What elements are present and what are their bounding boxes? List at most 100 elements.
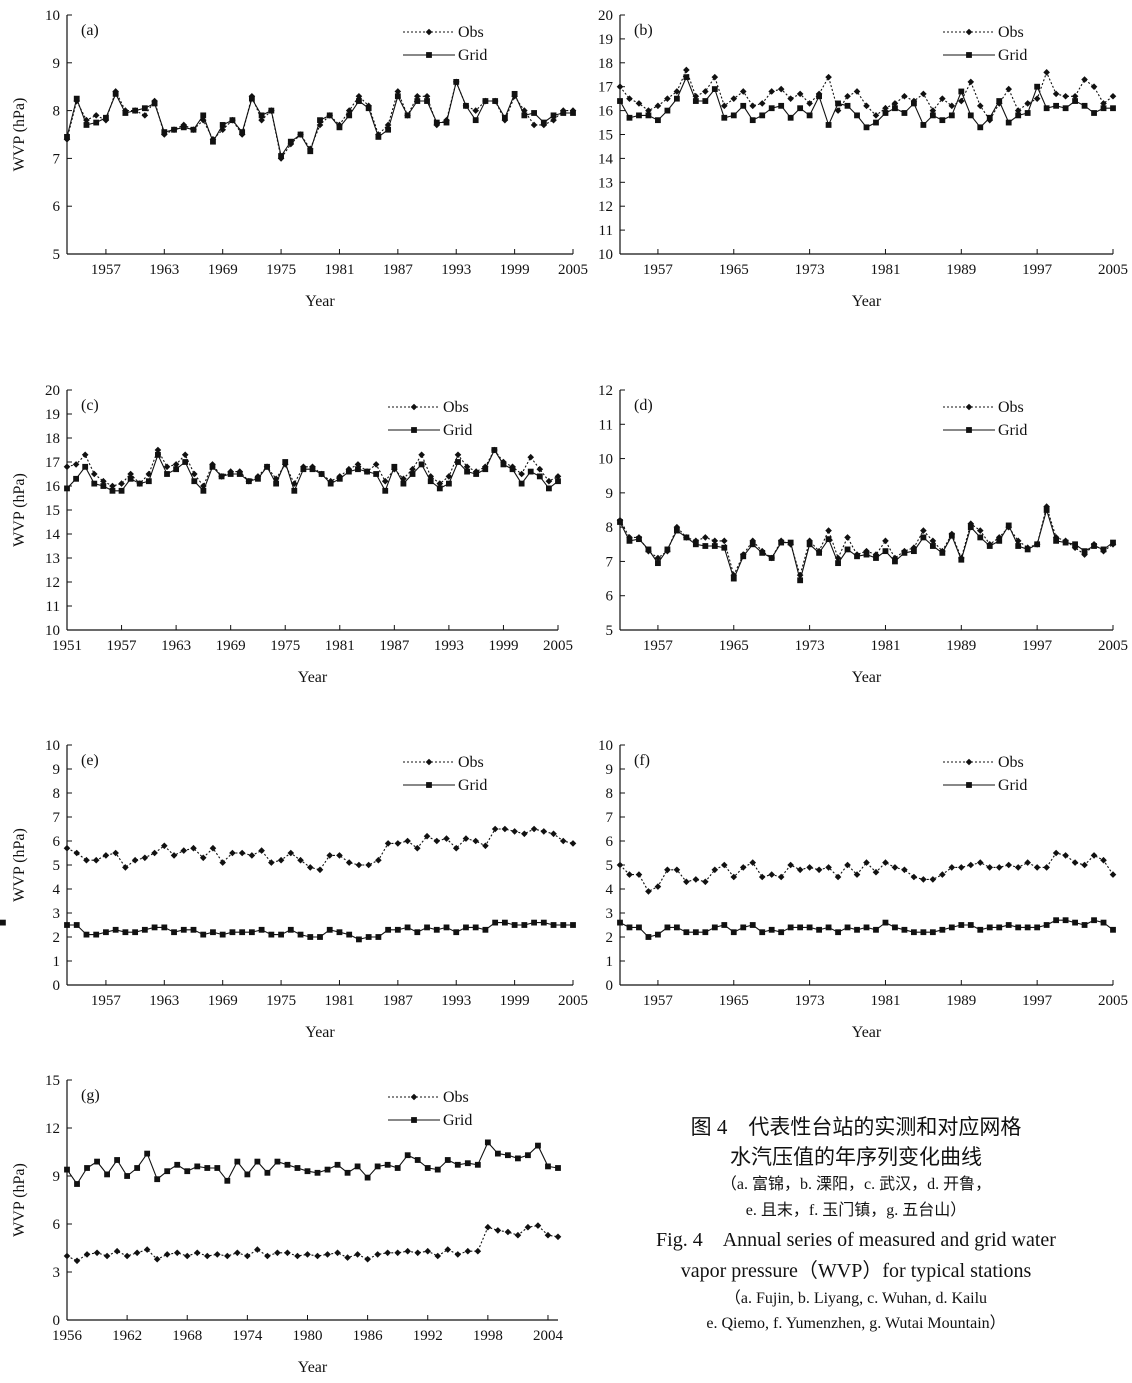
grid-point [73,475,79,482]
obs-point [272,475,280,483]
grid-point [472,924,479,931]
grid-point [816,93,822,100]
y-axis-title: WVP (hPa) [11,828,28,902]
grid-point [626,537,633,544]
grid-point [374,1163,381,1170]
grid-point [83,931,90,938]
obs-point [920,90,927,98]
obs-point [514,1231,522,1239]
grid-point [778,929,785,936]
grid-point [144,1150,151,1157]
grid-point [920,122,927,128]
legend-entry-obs: Obs [388,1089,469,1106]
grid-point [806,541,813,548]
x-axis-title: Year [852,1024,882,1041]
grid-point [151,100,158,107]
grid-point [882,548,889,555]
y-tick-label: 8 [606,520,614,536]
obs-point [381,477,389,485]
y-tick-label: 10 [45,738,60,754]
legend-entry-obs: Obs [943,24,1024,41]
y-tick-label: 10 [598,452,613,468]
grid-point [911,100,917,107]
grid-point [274,1158,281,1165]
y-tick-label: 8 [53,786,61,802]
obs-point [787,95,794,102]
y-tick-label: 6 [53,834,61,850]
grid-point [555,478,561,485]
obs-point [122,864,129,871]
y-tick-label: 6 [606,589,614,605]
obs-point [787,861,794,869]
grid-point [920,929,927,936]
series-obs [616,849,1117,895]
grid-point [873,555,879,561]
grid-point [494,1150,501,1157]
obs-point [474,1247,482,1255]
obs-point [284,1249,291,1257]
grid-point [445,480,452,487]
grid-point [797,105,804,112]
grid-point [1091,917,1097,924]
obs-point [527,453,535,461]
legend-marker-obs [410,1093,418,1101]
grid-point [73,922,80,928]
series-grid [64,1139,561,1187]
obs-point [891,864,899,871]
x-tick-label: 1965 [719,262,749,278]
obs-point [844,534,851,541]
y-tick-label: 9 [606,486,614,502]
grid-point [248,929,255,936]
obs-point [63,1252,71,1260]
grid-point [511,90,518,97]
grid-point [967,524,974,531]
obs-point [375,856,382,864]
obs-point [364,1255,371,1263]
obs-point [83,1251,91,1258]
grid-point [373,471,380,477]
grid-point [112,926,119,933]
obs-point [92,856,100,864]
grid-point [560,110,567,116]
legend-label: Grid [998,47,1027,64]
grid-point [122,929,129,936]
obs-point [214,1251,221,1258]
x-tick-label: 1989 [946,638,976,654]
obs-point [268,859,275,866]
obs-point [433,837,441,845]
x-tick-label: 1975 [266,993,296,1009]
legend-label: Obs [458,754,484,771]
grid-point [570,922,576,928]
x-tick-label: 1980 [292,1328,322,1344]
grid-point [511,922,518,928]
grid-point [711,543,718,549]
grid-point [0,919,6,926]
grid-point [1005,522,1012,529]
obs-point [1100,100,1107,107]
grid-point [394,93,401,100]
obs-point [882,859,889,866]
y-tick-label: 7 [606,554,614,570]
obs-point [355,92,363,100]
grid-point [977,926,984,933]
grid-point [1005,119,1012,126]
obs-point [948,864,956,871]
y-tick-label: 13 [598,175,613,191]
grid-point [673,924,680,931]
obs-point [550,116,557,124]
chart-panel-d: 5 6 7 8 9 10 11 12 1957 1965 1973 1981 1989 1997 2005 Y… [598,383,1128,686]
legend-entry-grid: Grid [403,47,487,64]
grid-point [1062,917,1069,924]
legend-marker-grid [411,427,417,433]
series-line-grid [66,1141,559,1185]
grid-point [282,459,289,465]
grid-point [1024,546,1031,553]
grid-point [692,541,699,548]
x-tick-label: 1963 [149,262,179,278]
grid-point [334,1161,341,1168]
grid-point [1034,924,1041,931]
grid-point [626,114,633,121]
grid-point [453,929,460,936]
grid-point [317,934,323,940]
obs-point [825,527,832,534]
